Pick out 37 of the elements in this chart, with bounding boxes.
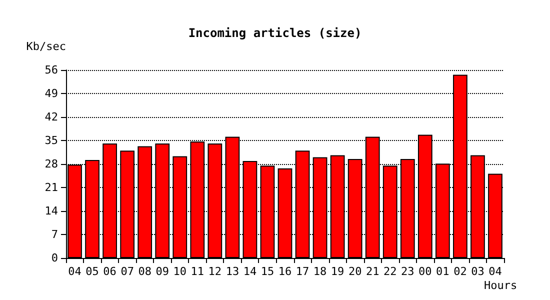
y-tick-label: 49 (44, 87, 58, 100)
x-tick-label: 05 (86, 265, 99, 278)
x-tick-label: 07 (120, 265, 134, 278)
x-tick-label: 11 (190, 265, 204, 278)
y-tick-label: 21 (44, 181, 58, 194)
y-tick-label: 14 (44, 204, 58, 218)
x-tick-label: 01 (436, 265, 450, 278)
x-tick-label: 04 (68, 265, 82, 278)
x-tick-label: 15 (260, 265, 274, 278)
x-axis-title: Hours (484, 279, 518, 292)
x-tick-label: 08 (138, 265, 152, 278)
chart-title: Incoming articles (size) (188, 26, 362, 40)
x-tick-label: 09 (156, 265, 169, 278)
y-tick-label: 28 (44, 158, 58, 170)
x-tick-label: 04 (488, 265, 502, 278)
x-tick-label: 22 (383, 265, 397, 278)
x-tick-label: 23 (401, 265, 414, 278)
x-tick-label: 19 (330, 265, 344, 278)
x-tick-label: 13 (226, 265, 240, 278)
y-tick-label: 42 (44, 110, 58, 124)
x-tick-label: 06 (103, 265, 116, 278)
y-tick-label: 56 (44, 64, 58, 76)
x-tick-label: 02 (454, 265, 467, 278)
x-tick-label: 03 (471, 265, 484, 278)
x-tick-label: 17 (296, 265, 310, 278)
x-tick-label: 16 (278, 265, 292, 278)
y-tick-label: 35 (44, 134, 58, 147)
x-tick-label: 12 (208, 265, 222, 278)
y-axis-title: Kb/sec (26, 40, 66, 53)
x-tick-label: 14 (243, 265, 257, 278)
x-tick-label: 18 (313, 265, 327, 278)
y-tick-label: 7 (51, 228, 58, 241)
y-tick-label: 0 (51, 252, 58, 264)
x-tick-label: 00 (418, 265, 432, 278)
x-tick-label: 21 (366, 265, 380, 278)
x-tick-label: 10 (173, 265, 187, 278)
x-tick-label: 20 (348, 265, 362, 278)
